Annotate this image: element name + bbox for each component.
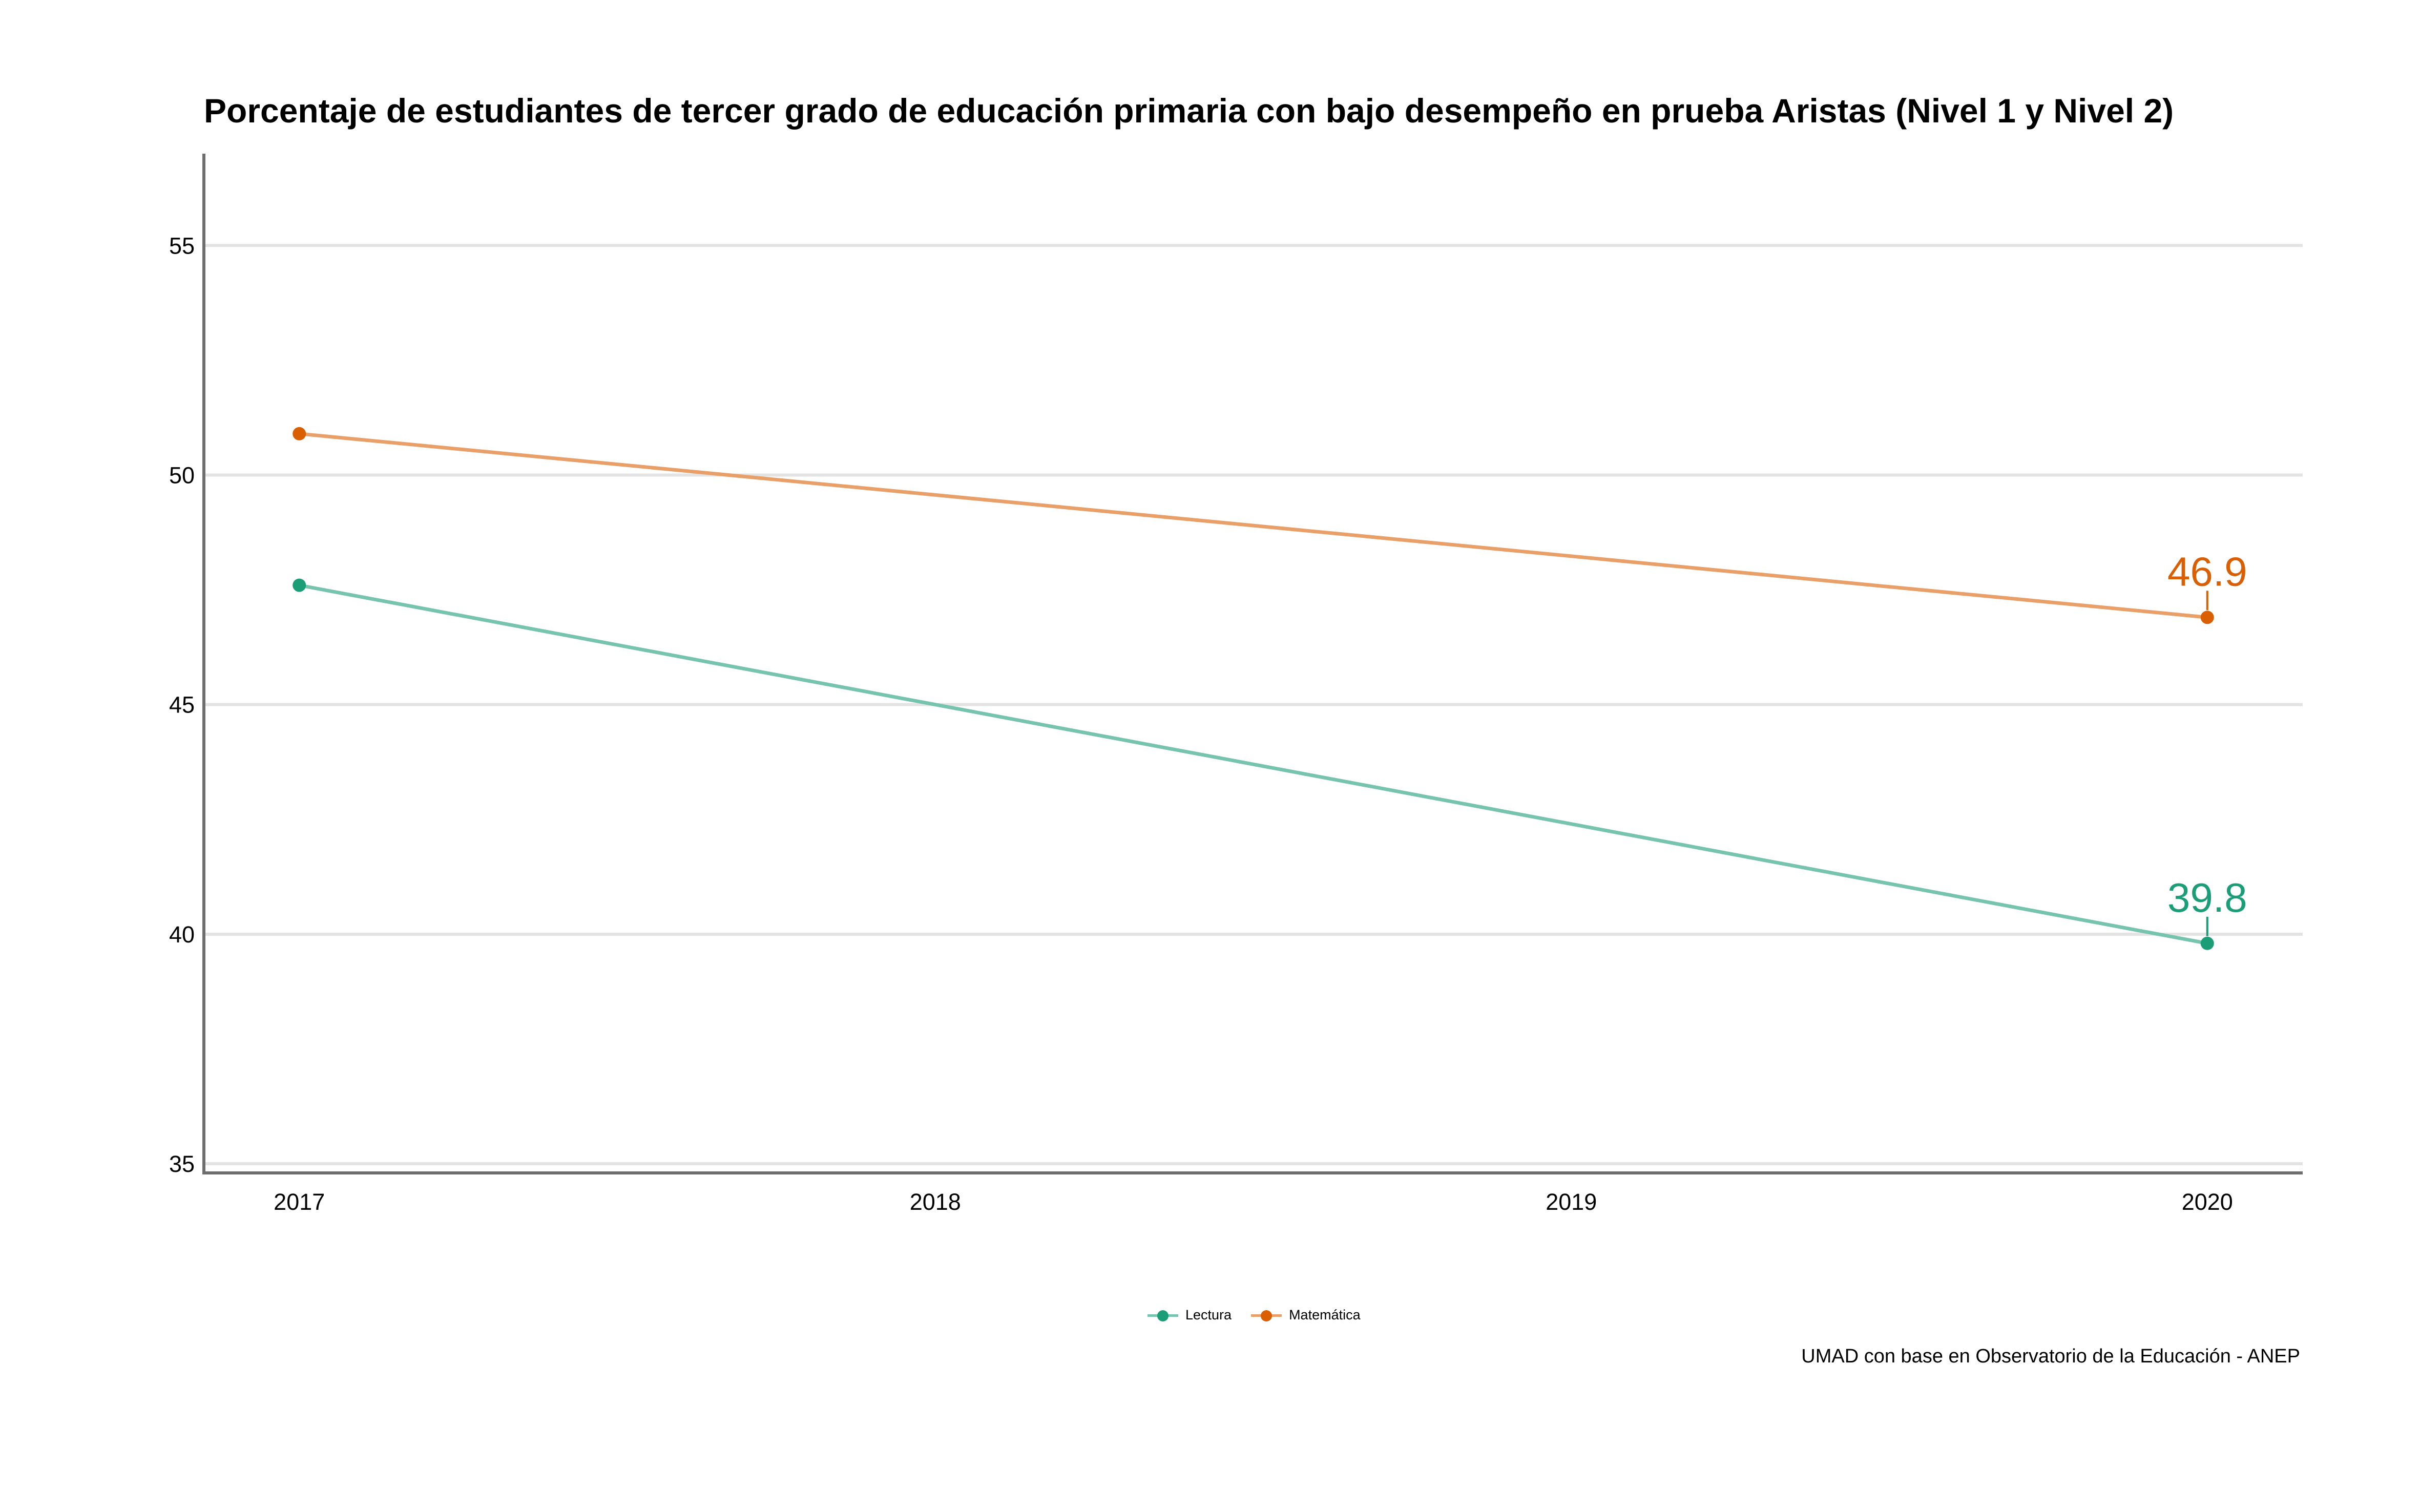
- gridlines: [204, 244, 2303, 1166]
- x-tick-label-2018: 2018: [910, 1189, 961, 1215]
- data-point-matematica-2017: [293, 427, 306, 440]
- data-point-matematica-2020: [2200, 611, 2214, 624]
- data-point-lectura-2020: [2200, 936, 2214, 950]
- series-line-matematica: [299, 432, 2208, 619]
- chart-title: Porcentaje de estudiantes de tercer grad…: [204, 92, 2174, 130]
- series-line-lectura: [299, 583, 2208, 946]
- y-tick-label-45: 45: [169, 692, 195, 718]
- y-tick-label-40: 40: [169, 921, 195, 948]
- data-point-lectura-2017: [293, 578, 306, 592]
- y-tick-label-50: 50: [169, 462, 195, 488]
- end-label-matematica: 46.9: [2167, 549, 2247, 594]
- y-tick-label-35: 35: [169, 1151, 195, 1177]
- legend-item-matematica: Matemática: [1251, 1307, 1361, 1323]
- legend-key-matematica: [1251, 1308, 1282, 1323]
- source-caption: UMAD con base en Observatorio de la Educ…: [1801, 1346, 2300, 1367]
- legend-label-lectura: Lectura: [1185, 1307, 1232, 1322]
- y-tick-label-55: 55: [169, 233, 195, 259]
- legend-item-lectura: Lectura: [1148, 1307, 1232, 1323]
- legend-key-lectura: [1148, 1308, 1178, 1323]
- series-layer: [293, 427, 2214, 950]
- end-label-lectura: 39.8: [2167, 875, 2247, 920]
- x-tick-label-2019: 2019: [1546, 1189, 1597, 1215]
- axes: [202, 154, 2303, 1174]
- legend: Lectura Matemática: [1148, 1307, 1361, 1323]
- x-axis-ticks: 2017 2018 2019 2020: [274, 1189, 2233, 1215]
- x-tick-label-2017: 2017: [274, 1189, 325, 1215]
- end-labels: 39.8 46.9: [2167, 549, 2247, 936]
- legend-label-matematica: Matemática: [1289, 1307, 1361, 1322]
- y-axis-ticks: 35 40 45 50 55: [169, 233, 195, 1177]
- x-tick-label-2020: 2020: [2182, 1189, 2233, 1215]
